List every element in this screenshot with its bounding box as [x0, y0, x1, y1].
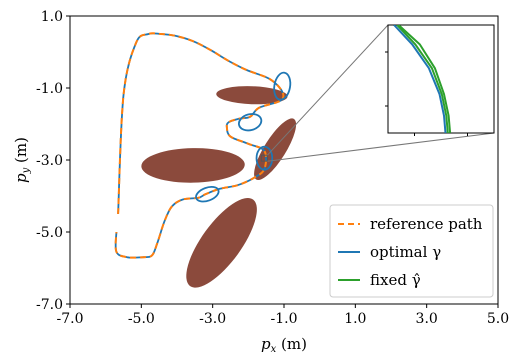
obstacle-ellipse-2 — [254, 118, 297, 180]
zoom-connector-top — [267, 24, 389, 156]
y-axis-label: py (m) — [12, 137, 32, 183]
x-tick-label-4: -1.0 — [271, 311, 298, 327]
legend: reference path optimal γ fixed γ̂ — [329, 204, 494, 298]
inset-frame — [387, 24, 495, 134]
x-tick-label-6: 3.0 — [416, 311, 438, 327]
inset-curve-2 — [397, 25, 452, 133]
y-tick-label-1: -7.0 — [36, 297, 63, 313]
path-series-group — [114, 32, 292, 259]
zoom-inset — [385, 24, 495, 136]
inset-curves — [393, 25, 452, 133]
obstacle-ellipse-1 — [216, 86, 288, 105]
y-tick-label-2: -5.0 — [36, 225, 63, 241]
legend-label-2: optimal γ — [370, 243, 441, 261]
legend-box — [329, 204, 494, 298]
zoom-connector-bottom — [267, 132, 495, 162]
inset-curve-3 — [396, 25, 449, 133]
trajectory-loop-2 — [238, 113, 263, 132]
zoom-indicator-group — [260, 24, 495, 162]
x-axis-label: px (m) — [261, 335, 307, 355]
obstacle-group — [141, 86, 297, 288]
inset-curve-1 — [393, 25, 447, 133]
legend-label-1: reference path — [370, 215, 483, 233]
trajectory-loop-4 — [195, 186, 220, 203]
y-tick-label-3: -3.0 — [36, 153, 63, 169]
axis-ticks-group: -7.0 -5.0 -3.0 -1.0 1.0 3.0 5.0 -7.0 -5.0 -3.0 -1.… — [36, 9, 509, 327]
x-tick-label-1: -7.0 — [57, 311, 84, 327]
x-tick-label-7: 5.0 — [487, 311, 509, 327]
trajectory-loop-3 — [255, 145, 274, 171]
series-line-1 — [114, 32, 285, 259]
x-tick-label-3: -3.0 — [199, 311, 226, 327]
series-line-2 — [114, 32, 285, 259]
zoom-region-box — [260, 154, 268, 162]
x-tick-label-2: -5.0 — [128, 311, 155, 327]
y-tick-label-4: -1.0 — [36, 81, 63, 97]
trajectory-loop-1 — [273, 71, 292, 101]
obstacle-ellipse-4 — [186, 197, 257, 288]
obstacle-ellipse-3 — [141, 148, 245, 183]
legend-label-3: fixed γ̂ — [370, 271, 421, 289]
x-tick-label-5: 1.0 — [344, 311, 366, 327]
y-tick-label-5: 1.0 — [41, 9, 63, 25]
